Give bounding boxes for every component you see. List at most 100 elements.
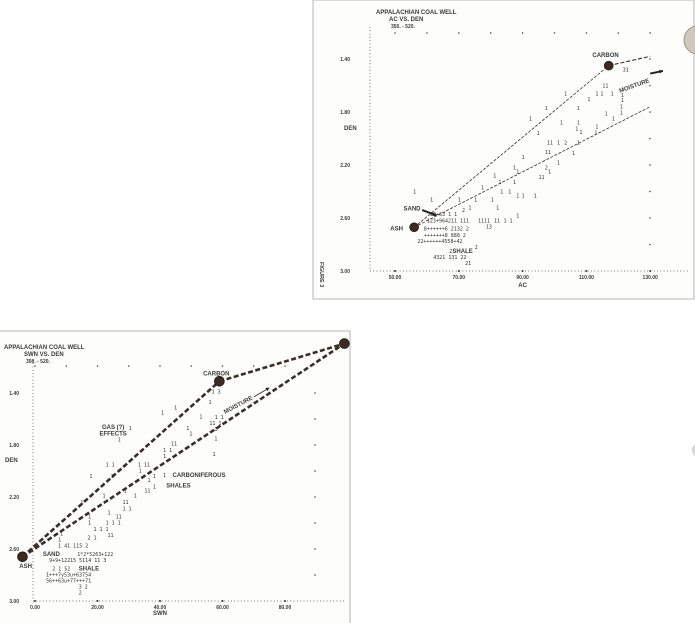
x-tick-mark	[96, 600, 99, 602]
data-point: 1*2*5263+122	[77, 552, 113, 558]
grid-dot-right	[649, 84, 651, 87]
data-point: 1 1	[123, 506, 132, 512]
data-point: 1	[186, 426, 189, 432]
grid-dot-top	[489, 32, 492, 34]
depth-range: 350. - 520.	[26, 359, 51, 365]
grid-dot-top	[649, 32, 651, 34]
arrowhead-icon	[432, 212, 437, 216]
data-point: 1	[163, 473, 166, 479]
grid-dot-right	[314, 574, 316, 576]
data-point: 1 11	[138, 463, 150, 469]
x-tick-mark	[284, 600, 286, 602]
data-point: 1	[213, 452, 216, 458]
data-point: 1	[612, 117, 615, 123]
x-axis-label: SWN	[153, 611, 167, 617]
data-point: 11	[116, 515, 122, 521]
y-tick-label: 3.00	[340, 269, 350, 275]
data-point: 1	[620, 104, 623, 110]
data-point: 1	[548, 170, 551, 176]
endpoint-marker	[17, 551, 28, 563]
data-point: 1 3	[212, 390, 221, 396]
data-point: 31	[623, 68, 629, 74]
data-point: 1	[111, 474, 114, 480]
grid-dot-right	[649, 164, 651, 166]
grid-dot-right	[314, 496, 316, 498]
data-point: 1	[516, 170, 519, 176]
grid-dot-top	[284, 365, 286, 367]
x-tick-mark	[159, 600, 161, 602]
y-tick-label: 1.80	[9, 443, 19, 449]
trend-line	[413, 65, 609, 228]
data-point: 1 1 1	[93, 527, 108, 533]
data-point: 1	[522, 193, 525, 199]
chart-subtitle: AC VS. DEN	[389, 17, 423, 23]
data-point: 1	[564, 91, 567, 97]
x-axis-label: AC	[518, 283, 527, 289]
annotation-label: CARBONIFEROUS	[173, 473, 226, 479]
grid-dot-top	[458, 32, 460, 34]
x-tick-mark	[649, 270, 652, 272]
data-point: +++++++8 888 2	[424, 233, 466, 239]
chart-title: APPALACHIAN COAL WELL	[4, 345, 85, 351]
data-point: 1	[60, 531, 63, 537]
y-tick-label: 1.40	[9, 391, 19, 397]
data-point: 1 1 1	[106, 521, 121, 527]
data-point: 1	[522, 155, 525, 161]
data-point: 2 1 52	[52, 567, 70, 573]
data-point: 11	[494, 219, 500, 225]
depth-range: 350. - 520.	[391, 24, 416, 30]
x-tick-mark	[394, 270, 396, 272]
trend-line	[413, 106, 651, 228]
data-point: 1	[174, 405, 177, 411]
data-point: 1	[103, 494, 106, 500]
data-point: 1	[513, 166, 516, 172]
y-tick-label: 2.60	[340, 216, 350, 222]
binder-hole-bottom	[692, 443, 695, 457]
data-point: 11 1	[209, 421, 221, 427]
data-point: 1	[108, 511, 111, 517]
grid-dot-right	[649, 137, 651, 140]
data-point: 1	[611, 91, 614, 97]
data-point: 2	[564, 140, 567, 146]
y-tick-label: 1.80	[340, 110, 350, 116]
annotation-label: SAND	[43, 552, 61, 558]
chart-title: APPALACHIAN COAL WELL	[376, 10, 457, 16]
trend-line	[608, 55, 651, 67]
arrowhead-icon	[659, 69, 663, 74]
data-point: 1 1	[503, 219, 512, 225]
data-point: 1	[430, 197, 433, 203]
data-point: 1	[153, 474, 156, 480]
x-tick-mark	[585, 270, 588, 272]
annotation-label: SAND	[404, 207, 422, 213]
grid-dot-top	[252, 365, 255, 367]
trend-line	[21, 342, 346, 558]
data-point: 1	[572, 151, 575, 157]
data-point: 1	[605, 111, 608, 117]
data-point: 1	[595, 125, 598, 131]
data-point: 1	[587, 97, 590, 103]
data-point: 1	[468, 205, 471, 211]
data-point: 11	[108, 533, 114, 539]
data-point: 9+9+12215 5114 11 3	[49, 558, 106, 564]
data-point: 2	[475, 245, 478, 251]
data-point: 1	[537, 131, 540, 137]
data-point: 1	[413, 190, 416, 196]
data-point: 1	[214, 427, 217, 433]
data-point: 1	[88, 521, 91, 527]
data-point: 1	[189, 431, 192, 437]
data-point: 1	[163, 454, 166, 460]
x-tick-label: 40.00	[154, 605, 167, 611]
grid-dot-top	[394, 32, 396, 34]
figure-card-ac-vs-den	[312, 0, 695, 300]
grid-dot-right	[649, 58, 651, 60]
annotation-label: CARBON	[203, 372, 229, 378]
data-point: 1	[560, 121, 563, 127]
data-point: 1	[577, 140, 580, 146]
x-tick-label: 50.00	[389, 275, 402, 281]
data-point: 1	[579, 130, 582, 136]
data-point: 2	[462, 208, 465, 214]
data-point: 1	[534, 193, 537, 199]
grid-dot-top	[127, 365, 130, 367]
data-point: 1	[621, 93, 624, 99]
